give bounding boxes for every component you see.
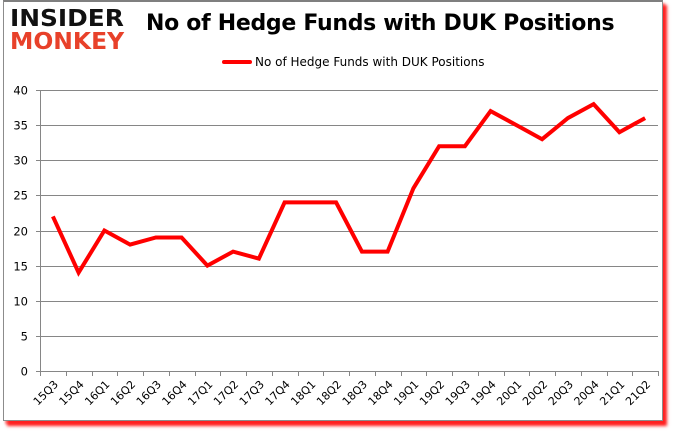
x-tick-label: 18Q1 [288, 378, 318, 408]
y-tick-label: 35 [13, 119, 28, 133]
logo-line-1: INSIDER [10, 6, 124, 32]
legend-line-swatch-icon [222, 60, 252, 64]
x-axis-ticks: 15Q315Q416Q116Q216Q316Q417Q117Q217Q317Q4… [31, 378, 653, 408]
gridlines [40, 90, 658, 337]
x-tick-label: 19Q3 [443, 378, 473, 408]
y-tick-label: 15 [13, 260, 28, 274]
y-tick-label: 40 [13, 84, 28, 98]
x-tick-label: 19Q1 [391, 378, 421, 408]
chart-title: No of Hedge Funds with DUK Positions [146, 11, 615, 36]
x-tick-label: 21Q1 [597, 378, 627, 408]
x-tick-label: 17Q3 [237, 378, 267, 408]
x-tick-label: 17Q4 [263, 378, 293, 408]
x-tick-label: 19Q2 [417, 378, 447, 408]
x-tick-label: 16Q4 [160, 378, 190, 408]
x-tick-label: 16Q3 [134, 378, 164, 408]
x-tick-label: 20Q1 [494, 378, 524, 408]
y-axis-ticks: 0 5 10 15 20 25 30 35 40 [13, 84, 28, 379]
x-tick-label: 17Q2 [211, 378, 241, 408]
x-tick-label: 20Q3 [546, 378, 576, 408]
x-tick-label: 18Q3 [340, 378, 370, 408]
legend-label: No of Hedge Funds with DUK Positions [255, 55, 485, 69]
y-tick-label: 0 [21, 365, 28, 379]
axes [36, 90, 659, 376]
x-tick-label: 20Q4 [572, 378, 602, 408]
x-tick-label: 16Q2 [108, 378, 138, 408]
y-tick-label: 25 [13, 189, 28, 203]
insider-monkey-logo: INSIDER MONKEY [10, 6, 130, 55]
y-tick-label: 10 [13, 295, 28, 309]
chart-frame [3, 0, 663, 421]
x-tick-label: 16Q1 [82, 378, 112, 408]
x-tick-label: 18Q4 [366, 378, 396, 408]
x-tick-label: 19Q4 [469, 378, 499, 408]
y-tick-label: 20 [13, 225, 28, 239]
x-tick-label: 15Q3 [31, 378, 61, 408]
chart-legend: No of Hedge Funds with DUK Positions [222, 54, 484, 70]
x-tick-label: 21Q2 [623, 378, 653, 408]
y-tick-label: 30 [13, 154, 28, 168]
logo-line-2: MONKEY [10, 29, 125, 55]
x-tick-label: 15Q4 [57, 378, 87, 408]
x-tick-label: 18Q2 [314, 378, 344, 408]
x-tick-label: 20Q2 [520, 378, 550, 408]
y-tick-label: 5 [21, 330, 28, 344]
series-line [51, 101, 647, 277]
x-tick-label: 17Q1 [185, 378, 215, 408]
